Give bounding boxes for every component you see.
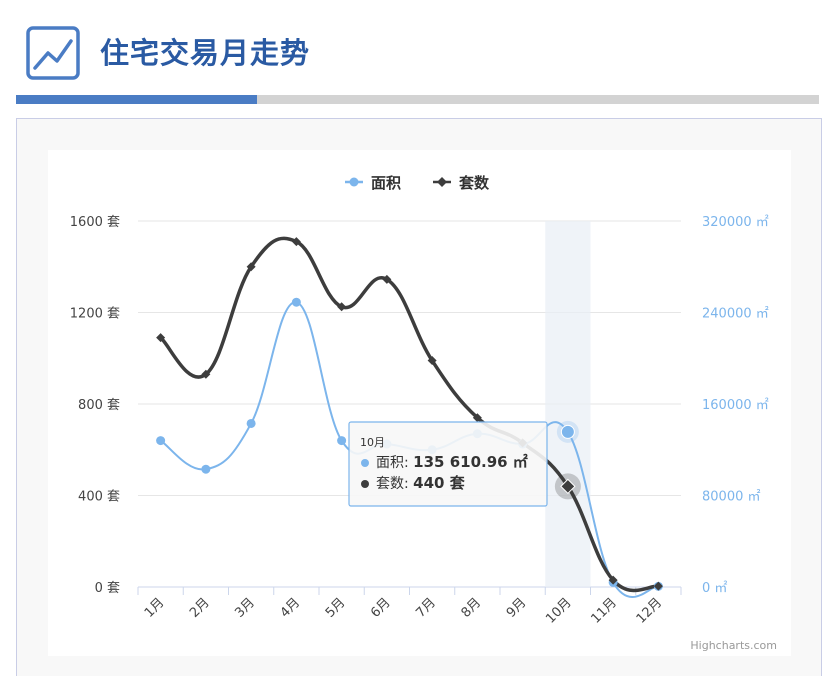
tooltip-row-marker — [361, 459, 369, 467]
tooltip-row-marker — [361, 480, 369, 488]
legend-label[interactable]: 面积 — [371, 174, 401, 192]
y-right-tick-label: 80000 ㎡ — [702, 490, 761, 505]
y-left-tick-label: 800 套 — [78, 397, 120, 413]
y-right-tick-label: 160000 ㎡ — [702, 398, 769, 413]
x-tick-label: 2月 — [187, 595, 213, 621]
y-left-tick-label: 1600 套 — [70, 214, 120, 230]
data-point[interactable] — [156, 333, 166, 343]
x-tick-label: 1月 — [142, 595, 168, 621]
legend-marker — [437, 177, 447, 187]
data-point[interactable] — [337, 436, 347, 446]
credits-label[interactable]: Highcharts.com — [690, 639, 777, 652]
tooltip-row: 套数: 440 套 — [376, 474, 466, 492]
data-point[interactable] — [653, 581, 663, 591]
data-point[interactable] — [201, 464, 211, 474]
data-point[interactable] — [246, 418, 256, 428]
progress-bar-fill — [16, 95, 257, 104]
x-tick-label: 10月 — [543, 595, 574, 626]
x-tick-label: 4月 — [278, 595, 304, 621]
tooltip-box — [348, 421, 548, 507]
data-point[interactable] — [560, 478, 576, 495]
data-point[interactable] — [427, 356, 437, 366]
y-left-tick-label: 1200 套 — [70, 306, 120, 322]
page-header: 住宅交易月走势 — [0, 0, 839, 105]
x-tick-label: 11月 — [588, 595, 619, 626]
legend-item-area[interactable]: 面积 — [345, 174, 401, 192]
line-chart-icon — [26, 26, 80, 80]
data-point[interactable] — [246, 262, 256, 272]
data-point[interactable] — [560, 424, 575, 439]
data-point[interactable] — [472, 413, 482, 423]
y-right-tick-label: 0 ㎡ — [702, 581, 727, 596]
data-point[interactable] — [156, 436, 166, 446]
data-point[interactable] — [201, 369, 211, 379]
y-right-tick-label: 240000 ㎡ — [702, 307, 769, 322]
x-tick-label: 9月 — [504, 595, 530, 621]
x-tick-label: 6月 — [368, 595, 394, 621]
legend-label[interactable]: 套数 — [458, 174, 490, 192]
data-point[interactable] — [382, 274, 392, 284]
x-tick-label: 5月 — [323, 595, 349, 621]
legend-item-count[interactable]: 套数 — [433, 174, 490, 192]
data-point[interactable] — [608, 575, 618, 585]
chart-container — [48, 150, 791, 656]
tooltip-header: 10月 — [360, 436, 385, 449]
data-point[interactable] — [291, 297, 301, 307]
data-point[interactable] — [291, 237, 301, 247]
y-right-tick-label: 320000 ㎡ — [702, 215, 769, 230]
series-line-count — [159, 236, 659, 593]
y-left-tick-label: 400 套 — [78, 489, 120, 505]
data-point[interactable] — [337, 302, 347, 312]
x-tick-label: 3月 — [232, 595, 258, 621]
legend-marker — [349, 177, 359, 187]
y-left-tick-label: 0 套 — [95, 580, 120, 596]
x-tick-label: 7月 — [413, 595, 439, 621]
x-tick-label: 12月 — [634, 595, 665, 626]
tooltip-row: 面积: 135 610.96 ㎡ — [376, 453, 528, 471]
page-title: 住宅交易月走势 — [100, 36, 311, 70]
progress-bar — [16, 95, 819, 104]
x-tick-label: 8月 — [459, 595, 485, 621]
hover-band — [545, 221, 591, 587]
